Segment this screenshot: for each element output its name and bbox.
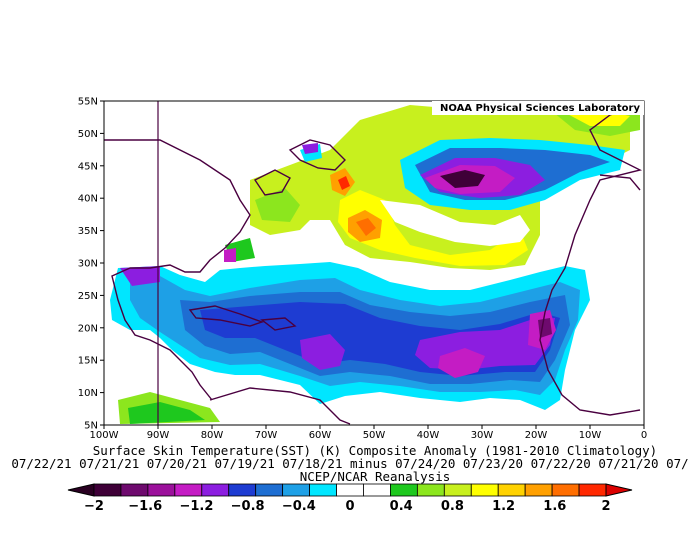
coast-cuba [188,305,265,327]
credit-label: NOAA Physical Sciences Laboratory [440,103,641,114]
colorbar-swatch [363,483,391,497]
anomaly-purple-tropics-1 [300,334,345,370]
anomaly-green-north [255,188,300,222]
anomaly-yellow-arc [338,190,528,266]
colorbar-swatch [443,483,472,497]
colorbar-swatch [470,483,499,497]
anomaly-red-35n [356,218,376,236]
colorbar-swatch [282,483,310,497]
colorbar-swatch [228,483,257,497]
anomaly-green-strip-2 [128,402,205,424]
colorbar-swatch [147,483,176,497]
anomaly-red-41n [338,176,350,190]
coast-hispaniola [260,317,297,331]
coast-africa-europe [539,104,643,416]
coast-spain [599,174,641,191]
anomaly-magenta-west [224,248,236,262]
coast-maritimes [253,169,291,196]
lat-tick-label: 20N [78,323,98,334]
lon-tick-label: 60W [309,430,332,441]
anomaly-purple-gulf [120,266,160,286]
lon-tick-label: 20W [525,430,548,441]
colorbar [67,483,633,497]
lon-tick-label: 100W [90,430,119,441]
colorbar-swatch [255,483,284,497]
colorbar-label: −1.6 [128,499,162,514]
colorbar-swatch [174,483,203,497]
lat-tick-label: 45N [78,161,98,172]
lon-tick-label: 0 [641,430,647,441]
colorbar-swatch [201,483,230,497]
colorbar-swatch [390,483,418,497]
anomaly-white-gap-north [380,200,530,246]
credit-box [432,101,644,115]
colorbar-labels: −2 −1.6 −1.2 −0.8 −0.4 0 0.4 0.8 1.2 1.6 2 [84,499,611,514]
lat-tick-label: 40N [78,194,98,205]
colorbar-label: 1.6 [543,499,566,514]
lat-tick-label: 5N [84,421,98,432]
lat-tick-label: 55N [78,97,98,108]
anomaly-purple-topleft [302,143,318,154]
colorbar-swatch [578,483,607,497]
lat-tick-label: 35N [78,226,98,237]
lat-tick-label: 30N [78,259,98,270]
source-label: NCEP/NCAR Reanalysis [300,469,451,484]
lon-tick-label: 80W [201,430,224,441]
colorbar-swatch [120,483,149,497]
colorbar-swatch [551,483,580,497]
anomaly-magenta-tropics [438,348,485,378]
colorbar-swatch [497,483,526,497]
colorbar-label: 0 [345,499,354,514]
lon-tick-label: 10W [579,430,602,441]
colorbar-above-arrow [605,483,633,497]
colorbar-label: 0.4 [390,499,413,514]
lon-tick-label: 90W [147,430,170,441]
coast-north-america [104,139,251,401]
colorbar-swatch [93,483,122,497]
colorbar-label: 0.8 [441,499,464,514]
latitude-ticks: 55N 50N 45N 40N 35N 30N 25N 20N 15N 10N 5N [78,97,104,432]
lon-tick-label: 40W [417,430,440,441]
colorbar-label: −1.2 [179,499,213,514]
colorbar-label: −0.4 [282,499,316,514]
anomaly-deep-cold-pool [440,170,485,188]
lat-tick-label: 25N [78,291,98,302]
colorbar-swatch [416,483,445,497]
date-range: 07/22/21 07/21/21 07/20/21 07/19/21 07/1… [11,456,688,471]
colorbar-swatch [309,483,337,497]
lat-tick-label: 10N [78,388,98,399]
lat-tick-label: 50N [78,129,98,140]
lon-tick-label: 50W [363,430,386,441]
anomaly-field [110,105,640,424]
lat-tick-label: 15N [78,356,98,367]
lon-tick-label: 70W [255,430,278,441]
colorbar-label: 2 [601,499,610,514]
colorbar-label: −2 [84,499,104,514]
colorbar-label: 1.2 [492,499,515,514]
colorbar-swatch [524,483,553,497]
colorbar-swatch [336,483,364,497]
coast-newfoundland [288,139,346,171]
coastlines [104,104,643,425]
figure-title: Surface Skin Temperature(SST) (K) Compos… [93,443,657,458]
coast-south-america [209,387,351,425]
longitude-ticks: 100W 90W 80W 70W 60W 50W 40W 30W 20W 10W 0 [90,425,647,441]
lon-tick-label: 30W [471,430,494,441]
colorbar-below-arrow [67,483,95,497]
colorbar-label: −0.8 [231,499,265,514]
